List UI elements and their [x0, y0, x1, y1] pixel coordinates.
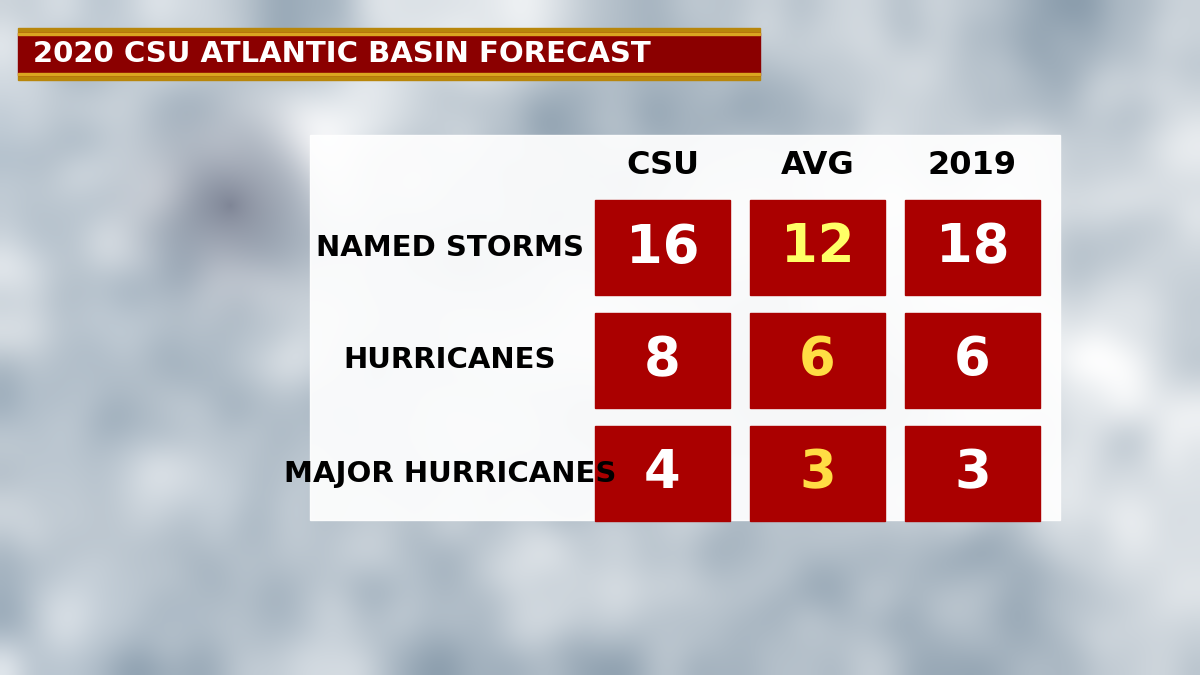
- Text: 6: 6: [954, 335, 991, 387]
- Bar: [750, 200, 886, 295]
- Text: HURRICANES: HURRICANES: [343, 346, 557, 375]
- Text: 2020 CSU ATLANTIC BASIN FORECAST: 2020 CSU ATLANTIC BASIN FORECAST: [34, 40, 650, 68]
- Text: 2019: 2019: [928, 149, 1018, 180]
- Bar: [18, 75, 760, 80]
- Bar: [18, 73, 760, 75]
- Bar: [905, 313, 1040, 408]
- Text: CSU: CSU: [626, 149, 700, 180]
- Bar: [750, 313, 886, 408]
- Bar: [595, 313, 730, 408]
- Bar: [750, 426, 886, 521]
- Text: 3: 3: [954, 448, 991, 500]
- Text: MAJOR HURRICANES: MAJOR HURRICANES: [284, 460, 616, 487]
- Text: 3: 3: [799, 448, 836, 500]
- Bar: [905, 426, 1040, 521]
- Bar: [18, 33, 760, 35]
- Bar: [905, 200, 1040, 295]
- Text: 12: 12: [781, 221, 854, 273]
- Bar: [595, 200, 730, 295]
- Text: 4: 4: [644, 448, 680, 500]
- Text: NAMED STORMS: NAMED STORMS: [316, 234, 584, 261]
- Bar: [18, 28, 760, 33]
- Text: 16: 16: [625, 221, 700, 273]
- Bar: [18, 33, 760, 75]
- Text: AVG: AVG: [781, 149, 854, 180]
- Bar: [310, 135, 1060, 520]
- Text: 8: 8: [644, 335, 680, 387]
- Text: 18: 18: [936, 221, 1009, 273]
- Text: 6: 6: [799, 335, 836, 387]
- Bar: [595, 426, 730, 521]
